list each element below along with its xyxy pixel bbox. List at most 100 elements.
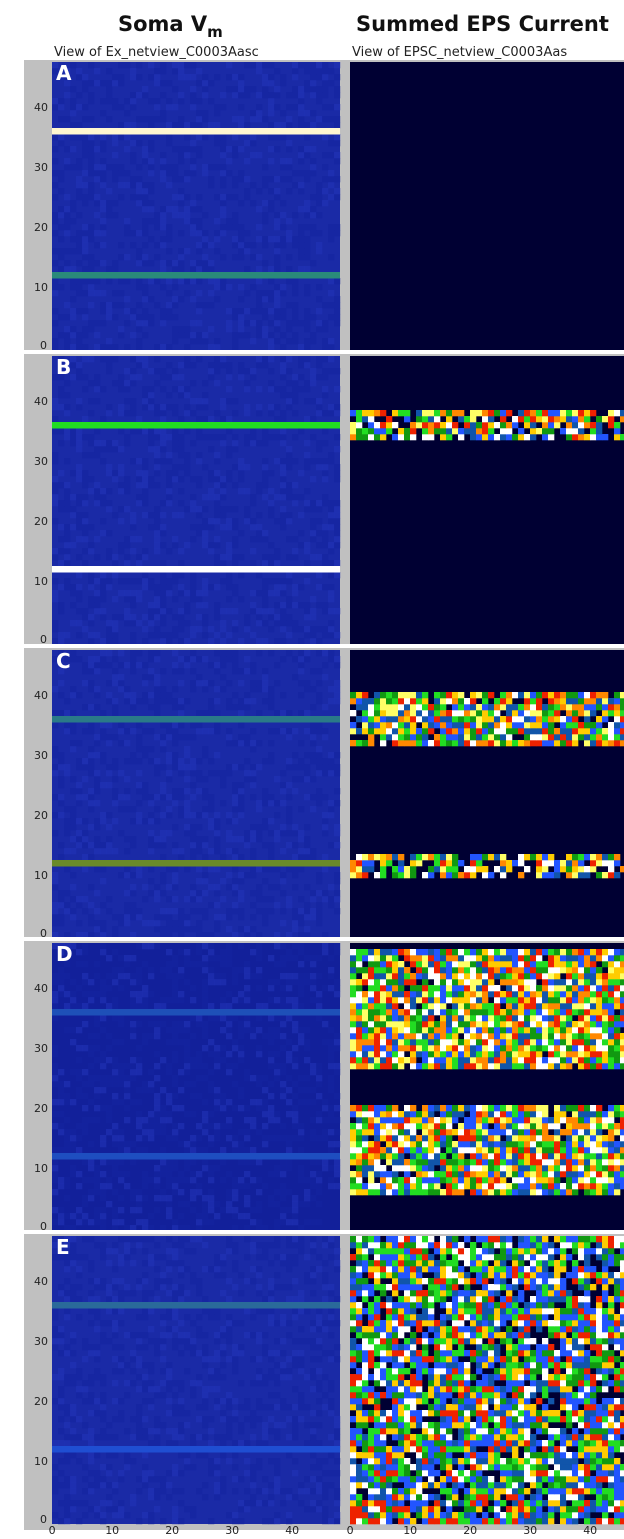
left-noise-cell bbox=[202, 1021, 209, 1028]
epsc-cell bbox=[422, 428, 429, 435]
left-noise-cell bbox=[82, 452, 89, 459]
left-noise-cell bbox=[64, 506, 71, 513]
left-noise-cell bbox=[244, 614, 251, 621]
epsc-cell bbox=[350, 740, 357, 747]
left-noise-cell bbox=[130, 1027, 137, 1034]
left-noise-cell bbox=[58, 668, 65, 675]
left-noise-cell bbox=[322, 134, 329, 141]
left-noise-cell bbox=[190, 578, 197, 585]
left-noise-cell bbox=[310, 1219, 317, 1226]
left-noise-cell bbox=[70, 134, 77, 141]
left-noise-cell bbox=[190, 896, 197, 903]
left-noise-cell bbox=[124, 1075, 131, 1082]
left-noise-cell bbox=[226, 572, 233, 579]
left-noise-cell bbox=[82, 842, 89, 849]
left-noise-cell bbox=[148, 620, 155, 627]
left-noise-cell bbox=[304, 1219, 311, 1226]
left-noise-cell bbox=[322, 1021, 329, 1028]
left-noise-cell bbox=[166, 884, 173, 891]
left-noise-cell bbox=[262, 242, 269, 249]
left-noise-cell bbox=[178, 854, 185, 861]
left-noise-cell bbox=[172, 920, 179, 927]
left-noise-cell bbox=[178, 1039, 185, 1046]
epsc-cell bbox=[368, 428, 375, 435]
left-noise-cell bbox=[304, 542, 311, 549]
epsc-cell bbox=[452, 704, 459, 711]
left-noise-cell bbox=[178, 1123, 185, 1130]
left-noise-cell bbox=[298, 985, 305, 992]
left-noise-cell bbox=[130, 1159, 137, 1166]
left-noise-cell bbox=[82, 500, 89, 507]
left-noise-cell bbox=[250, 794, 257, 801]
left-noise-cell bbox=[166, 830, 173, 837]
epsc-cell bbox=[422, 422, 429, 429]
epsc-cell bbox=[362, 434, 369, 441]
left-noise-cell bbox=[172, 1027, 179, 1034]
left-noise-cell bbox=[178, 1213, 185, 1220]
epsc-cell bbox=[536, 728, 543, 735]
left-noise-cell bbox=[322, 704, 329, 711]
left-noise-cell bbox=[274, 416, 281, 423]
left-noise-cell bbox=[88, 302, 95, 309]
left-noise-cell bbox=[202, 398, 209, 405]
left-noise-cell bbox=[166, 392, 173, 399]
epsc-cell bbox=[398, 704, 405, 711]
left-noise-cell bbox=[172, 104, 179, 111]
epsc-cell bbox=[362, 1051, 369, 1058]
left-noise-cell bbox=[100, 590, 107, 597]
epsc-cell bbox=[392, 734, 399, 741]
left-noise-cell bbox=[172, 206, 179, 213]
left-noise-cell bbox=[298, 1225, 305, 1232]
left-noise-cell bbox=[190, 296, 197, 303]
left-noise-cell bbox=[310, 554, 317, 561]
left-noise-cell bbox=[142, 428, 149, 435]
left-noise-cell bbox=[112, 356, 119, 363]
left-noise-cell bbox=[256, 985, 263, 992]
epsc-cell bbox=[380, 704, 387, 711]
left-noise-cell bbox=[136, 320, 143, 327]
left-noise-cell bbox=[148, 440, 155, 447]
left-noise-cell bbox=[208, 278, 215, 285]
left-noise-cell bbox=[238, 638, 245, 645]
epsc-cell bbox=[404, 722, 411, 729]
left-noise-cell bbox=[184, 1111, 191, 1118]
left-noise-cell bbox=[196, 98, 203, 105]
left-noise-cell bbox=[238, 788, 245, 795]
left-noise-cell bbox=[286, 806, 293, 813]
left-noise-cell bbox=[88, 260, 95, 267]
left-noise-cell bbox=[244, 404, 251, 411]
left-noise-cell bbox=[196, 926, 203, 933]
left-noise-cell bbox=[118, 1015, 125, 1022]
left-noise-cell bbox=[178, 590, 185, 597]
left-noise-cell bbox=[190, 632, 197, 639]
epsc-cell bbox=[608, 1063, 615, 1070]
left-noise-cell bbox=[130, 536, 137, 543]
left-noise-cell bbox=[196, 1135, 203, 1142]
left-noise-cell bbox=[142, 218, 149, 225]
left-noise-cell bbox=[100, 80, 107, 87]
left-noise-cell bbox=[130, 590, 137, 597]
left-noise-cell bbox=[172, 326, 179, 333]
left-noise-cell bbox=[214, 1093, 221, 1100]
left-noise-cell bbox=[82, 170, 89, 177]
left-noise-cell bbox=[316, 758, 323, 765]
panel-label-B: B bbox=[56, 355, 71, 379]
left-noise-cell bbox=[280, 368, 287, 375]
left-noise-cell bbox=[292, 62, 299, 69]
left-noise-cell bbox=[286, 866, 293, 873]
left-noise-cell bbox=[160, 446, 167, 453]
epsc-cell bbox=[554, 734, 561, 741]
left-noise-cell bbox=[76, 434, 83, 441]
left-noise-cell bbox=[238, 1021, 245, 1028]
left-noise-cell bbox=[58, 1069, 65, 1076]
epsc-cell bbox=[434, 1051, 441, 1058]
left-noise-cell bbox=[274, 602, 281, 609]
left-noise-cell bbox=[220, 854, 227, 861]
left-noise-cell bbox=[262, 584, 269, 591]
left-column-title-subscript: m bbox=[207, 23, 223, 41]
left-noise-cell bbox=[226, 416, 233, 423]
left-noise-cell bbox=[268, 512, 275, 519]
epsc-cell bbox=[422, 872, 429, 879]
left-noise-cell bbox=[274, 902, 281, 909]
left-noise-cell bbox=[106, 740, 113, 747]
